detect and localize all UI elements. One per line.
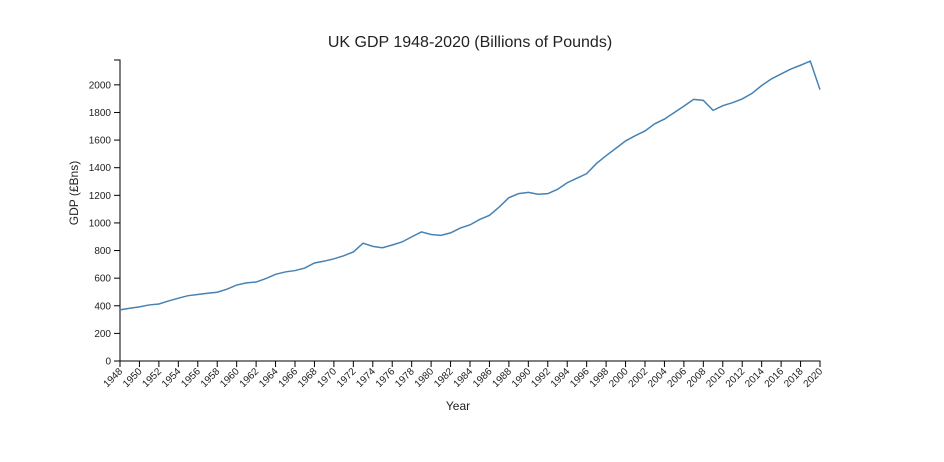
x-tick-label: 1970 (315, 366, 339, 390)
x-tick-label: 1994 (549, 366, 573, 390)
y-tick-label: 2000 (89, 80, 112, 91)
x-tick-label: 2014 (743, 366, 767, 390)
x-tick-label: 2004 (646, 366, 670, 390)
x-tick-label: 1992 (529, 366, 553, 390)
y-tick-label: 1200 (89, 191, 112, 202)
x-tick-label: 2016 (763, 366, 787, 390)
y-tick-label: 1800 (89, 108, 112, 119)
x-tick-label: 2010 (704, 366, 728, 390)
y-tick-label: 400 (94, 301, 111, 312)
x-tick-label: 1964 (257, 366, 281, 390)
x-tick-label: 2002 (627, 366, 651, 390)
x-tick-label: 1956 (179, 366, 203, 390)
x-tick-label: 1950 (121, 366, 145, 390)
y-axis-label: GDP (£Bns) (67, 161, 81, 225)
x-tick-label: 1966 (277, 366, 301, 390)
x-tick-label: 2008 (685, 366, 709, 390)
x-tick-label: 1948 (102, 366, 126, 390)
x-axis-label: Year (446, 399, 470, 413)
x-tick-label: 1962 (238, 366, 262, 390)
y-tick-label: 600 (94, 274, 111, 285)
x-tick-label: 2000 (607, 366, 631, 390)
plot-area (119, 60, 821, 311)
x-tick-label: 1978 (393, 366, 417, 390)
x-tick-label: 1954 (160, 366, 184, 390)
x-tick-label: 2006 (665, 366, 689, 390)
y-tick-label: 200 (94, 329, 111, 340)
x-tick-label: 1976 (374, 366, 398, 390)
x-tick-label: 1984 (452, 366, 476, 390)
x-tick-label: 1980 (413, 366, 437, 390)
x-tick-label: 1988 (490, 366, 514, 390)
y-tick-label: 800 (94, 246, 111, 257)
y-tick-label: 0 (105, 357, 111, 368)
x-tick-label: 1990 (510, 366, 534, 390)
chart-title: UK GDP 1948-2020 (Billions of Pounds) (328, 34, 612, 51)
x-tick-label: 1958 (199, 366, 223, 390)
x-tick-label: 1952 (140, 366, 164, 390)
x-tick-label: 1974 (354, 366, 378, 390)
y-axis: 0 200 400 600 800 1000 1200 1400 1600 1800 2000 (89, 59, 121, 368)
x-tick-label: 1968 (296, 366, 320, 390)
x-tick-label: 1960 (218, 366, 242, 390)
x-axis: 1948195019521954195619581960196219641966… (102, 360, 826, 390)
x-tick-label: 2012 (724, 366, 748, 390)
y-tick-label: 1600 (89, 136, 112, 147)
x-tick-label: 1998 (588, 366, 612, 390)
y-axis-line (114, 59, 121, 362)
gdp-series-line (119, 60, 821, 311)
x-tick-label: 1982 (432, 366, 456, 390)
y-tick-label: 1400 (89, 163, 112, 174)
x-tick-label: 1986 (471, 366, 495, 390)
x-tick-label: 2018 (782, 366, 806, 390)
x-tick-label: 1972 (335, 366, 359, 390)
x-tick-label: 2020 (802, 366, 826, 390)
x-tick-label: 1996 (568, 366, 592, 390)
y-tick-label: 1000 (89, 218, 112, 229)
